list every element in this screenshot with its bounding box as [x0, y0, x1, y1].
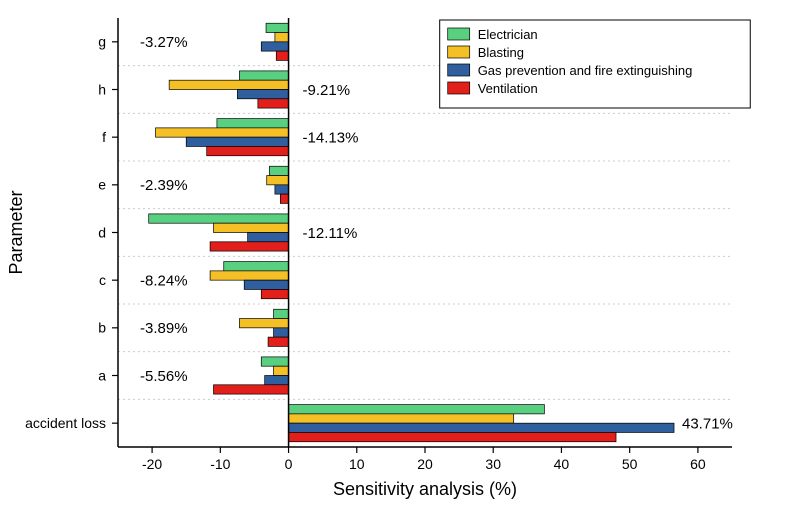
bar: [280, 194, 288, 203]
y-category-label: accident loss: [25, 415, 106, 431]
x-tick-label: 30: [485, 456, 501, 472]
legend-label: Ventilation: [478, 81, 538, 96]
value-annotation: -8.24%: [140, 272, 188, 289]
bar: [239, 71, 288, 80]
bar: [169, 80, 288, 89]
value-annotation: -5.56%: [140, 368, 188, 385]
x-tick-label: 40: [554, 456, 570, 472]
x-tick-label: 10: [349, 456, 365, 472]
value-annotation: -12.11%: [303, 225, 358, 242]
y-category-label: c: [99, 272, 106, 288]
x-tick-label: 0: [285, 456, 293, 472]
bar: [149, 214, 289, 223]
chart-svg: -3.27% -9.21% -14.13% -2.39% -12.11% -8.24% -3…: [0, 0, 792, 509]
bar: [156, 128, 289, 137]
value-annotation: 43.71%: [682, 415, 733, 432]
bar: [248, 233, 289, 242]
y-category-label: e: [98, 177, 106, 193]
legend-swatch: [448, 82, 470, 94]
y-category-label: a: [98, 367, 106, 383]
legend-label: Electrician: [478, 27, 538, 42]
bar: [261, 357, 288, 366]
legend-swatch: [448, 46, 470, 58]
y-category-label: d: [98, 224, 106, 240]
bar: [261, 42, 288, 51]
bar: [289, 414, 514, 423]
bar: [210, 271, 288, 280]
x-tick-label: 20: [417, 456, 433, 472]
bar: [276, 51, 288, 60]
legend-label: Blasting: [478, 45, 524, 60]
bar: [275, 33, 289, 42]
bar: [274, 328, 289, 337]
bar: [244, 280, 288, 289]
value-annotation: -9.21%: [303, 82, 351, 99]
bar: [269, 166, 288, 175]
value-annotation: -3.89%: [140, 320, 188, 337]
value-annotation: -3.27%: [140, 34, 188, 51]
y-axis-label: Parameter: [6, 190, 26, 274]
bar: [224, 262, 289, 271]
bar: [207, 146, 289, 155]
legend-swatch: [448, 64, 470, 76]
bar: [274, 366, 289, 375]
legend: Electrician Blasting Gas prevention and fi…: [440, 20, 751, 108]
value-annotation: -14.13%: [303, 129, 359, 146]
legend-swatch: [448, 28, 470, 40]
bar: [261, 289, 288, 298]
x-axis-label: Sensitivity analysis (%): [333, 479, 517, 499]
bar: [275, 185, 289, 194]
value-annotation: -2.39%: [140, 177, 188, 194]
y-category-label: b: [98, 320, 106, 336]
bar: [239, 319, 288, 328]
bar: [274, 309, 289, 318]
bar: [267, 176, 289, 185]
bar: [214, 223, 289, 232]
x-tick-label: -10: [210, 456, 230, 472]
bar: [210, 242, 288, 251]
y-category-label: f: [102, 129, 106, 145]
legend-label: Gas prevention and fire extinguishing: [478, 63, 693, 78]
bar: [289, 423, 674, 432]
x-tick-label: -20: [142, 456, 162, 472]
bar: [186, 137, 288, 146]
x-tick-label: 60: [690, 456, 706, 472]
bar: [289, 432, 616, 441]
sensitivity-chart: -3.27% -9.21% -14.13% -2.39% -12.11% -8.24% -3…: [0, 0, 792, 509]
bar: [258, 99, 289, 108]
bar: [265, 376, 289, 385]
bar: [289, 405, 545, 414]
bar: [214, 385, 289, 394]
bar: [217, 119, 289, 128]
y-category-label: g: [98, 34, 106, 50]
y-category-label: h: [98, 81, 106, 97]
bar: [237, 90, 288, 99]
x-tick-label: 50: [622, 456, 638, 472]
bar: [266, 23, 289, 32]
bar: [268, 337, 288, 346]
